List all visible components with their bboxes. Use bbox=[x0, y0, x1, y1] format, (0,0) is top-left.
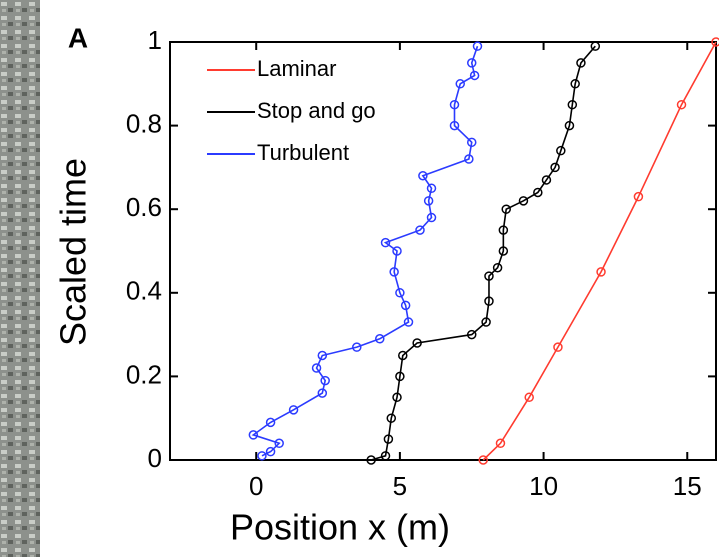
data-point bbox=[395, 288, 405, 298]
data-point bbox=[567, 99, 578, 110]
photo-strip bbox=[0, 0, 40, 557]
legend-label: Stop and go bbox=[257, 98, 376, 123]
data-point bbox=[596, 267, 606, 277]
data-point bbox=[352, 342, 362, 352]
data-point bbox=[449, 120, 460, 131]
data-point bbox=[395, 371, 405, 382]
data-point bbox=[550, 162, 560, 173]
data-point bbox=[466, 329, 477, 340]
data-point bbox=[711, 37, 719, 47]
data-point bbox=[633, 191, 644, 202]
data-point bbox=[418, 171, 428, 181]
data-point bbox=[311, 363, 322, 373]
data-point bbox=[533, 187, 543, 198]
y-axis-label: Scaled time bbox=[53, 158, 94, 346]
y-tick-label: 0.6 bbox=[126, 192, 162, 222]
data-point bbox=[380, 451, 391, 461]
data-point bbox=[478, 455, 488, 465]
x-tick-label: 10 bbox=[529, 471, 558, 501]
data-point bbox=[576, 58, 586, 68]
data-point bbox=[570, 79, 580, 89]
data-point bbox=[564, 120, 575, 131]
data-point bbox=[481, 317, 491, 327]
data-point bbox=[518, 196, 529, 206]
data-point bbox=[403, 317, 414, 327]
data-point bbox=[449, 99, 460, 110]
y-tick-label: 0 bbox=[148, 443, 162, 473]
data-point bbox=[265, 446, 276, 457]
data-point bbox=[412, 338, 422, 348]
data-point bbox=[380, 237, 391, 248]
y-tick-label: 1 bbox=[148, 25, 162, 55]
data-point bbox=[265, 417, 276, 428]
series-line bbox=[370, 45, 596, 461]
data-point bbox=[257, 451, 267, 461]
data-point bbox=[400, 300, 411, 311]
y-tick-label: 0.4 bbox=[126, 276, 162, 306]
x-tick-label: 0 bbox=[249, 471, 263, 501]
y-tick-label: 0.2 bbox=[126, 359, 162, 389]
legend-label: Turbulent bbox=[257, 140, 349, 165]
data-point bbox=[320, 375, 330, 386]
data-point bbox=[317, 350, 328, 361]
x-axis-label: Position x (m) bbox=[230, 507, 450, 548]
data-point bbox=[392, 392, 402, 403]
data-point bbox=[274, 438, 284, 449]
plot-frame bbox=[169, 41, 717, 461]
data-point bbox=[472, 41, 483, 51]
data-point bbox=[464, 154, 474, 164]
data-point bbox=[495, 438, 506, 449]
data-point bbox=[248, 430, 259, 440]
data-point bbox=[541, 175, 552, 185]
data-point bbox=[386, 413, 397, 423]
data-point bbox=[423, 196, 434, 206]
panel-label: A bbox=[68, 22, 88, 53]
data-point bbox=[553, 342, 563, 352]
data-point bbox=[366, 455, 376, 465]
data-point bbox=[392, 246, 402, 256]
data-point bbox=[398, 350, 408, 361]
data-point bbox=[455, 79, 465, 89]
data-point bbox=[415, 225, 425, 235]
x-tick-label: 5 bbox=[393, 471, 407, 501]
data-point bbox=[383, 434, 394, 444]
legend-label: Laminar bbox=[257, 56, 336, 81]
data-point bbox=[389, 267, 399, 277]
data-point bbox=[288, 405, 299, 415]
data-point bbox=[426, 212, 437, 223]
data-point bbox=[466, 137, 477, 148]
data-point bbox=[469, 70, 480, 81]
y-tick-label: 0.8 bbox=[126, 108, 162, 138]
data-point bbox=[492, 262, 503, 273]
series-line bbox=[482, 41, 717, 461]
data-point bbox=[524, 392, 534, 403]
data-point bbox=[375, 334, 385, 344]
data-point bbox=[317, 388, 328, 398]
data-point bbox=[676, 99, 687, 110]
data-point bbox=[556, 145, 566, 156]
data-point bbox=[466, 58, 477, 68]
data-point bbox=[498, 225, 509, 235]
data-point bbox=[426, 183, 437, 194]
data-point bbox=[484, 296, 494, 306]
data-point bbox=[590, 41, 601, 51]
series-line bbox=[251, 45, 479, 457]
data-point bbox=[484, 271, 494, 281]
x-tick-label: 15 bbox=[673, 471, 702, 501]
data-point bbox=[498, 246, 509, 256]
data-point bbox=[501, 204, 511, 214]
